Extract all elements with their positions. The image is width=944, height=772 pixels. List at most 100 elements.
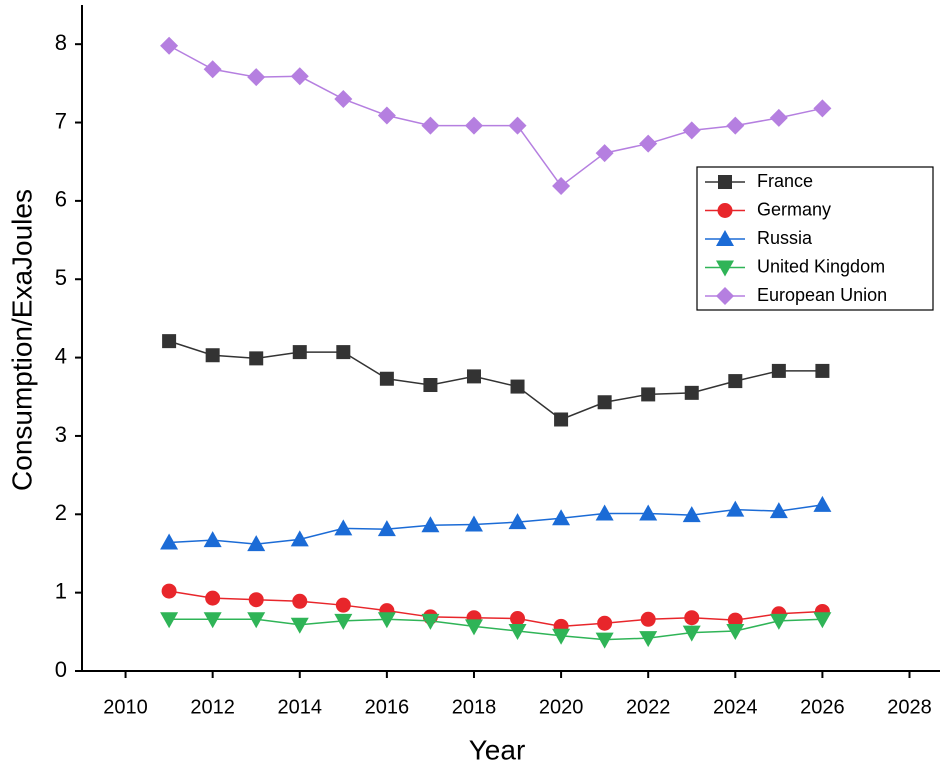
y-tick-label: 6: [55, 187, 67, 212]
data-point: [334, 613, 353, 630]
data-point: [421, 613, 440, 630]
data-point: [682, 625, 701, 642]
data-point: [421, 516, 440, 533]
data-point: [203, 612, 222, 629]
data-point: [813, 612, 832, 629]
data-point: [595, 504, 614, 521]
x-tick-label: 2016: [365, 696, 410, 718]
data-point: [771, 363, 786, 378]
data-point: [377, 106, 396, 125]
legend-marker: [716, 230, 734, 246]
data-point: [464, 116, 483, 135]
x-tick-label: 2010: [103, 696, 148, 718]
y-tick-label: 0: [55, 657, 67, 682]
data-point: [379, 371, 394, 386]
data-point: [554, 412, 569, 427]
legend-label: France: [757, 171, 813, 191]
data-point: [161, 583, 177, 599]
data-point: [769, 502, 788, 519]
x-tick-label: 2026: [800, 696, 845, 718]
data-point: [160, 533, 179, 550]
data-point: [552, 176, 571, 195]
y-tick-label: 2: [55, 500, 67, 525]
data-point: [641, 387, 656, 402]
legend-label: Germany: [757, 199, 831, 219]
data-point: [682, 506, 701, 523]
data-point: [510, 611, 526, 627]
data-point: [728, 374, 743, 389]
data-point: [726, 500, 745, 517]
x-tick-label: 2024: [713, 696, 758, 718]
data-point: [595, 632, 614, 649]
legend-label: United Kingdom: [757, 256, 885, 276]
y-tick-label: 3: [55, 422, 67, 447]
data-point: [508, 116, 527, 135]
data-point: [290, 67, 309, 86]
data-point: [421, 116, 440, 135]
data-point: [205, 348, 220, 363]
y-tick-label: 5: [55, 265, 67, 290]
data-point: [290, 530, 309, 547]
data-point: [336, 345, 351, 360]
legend-label: Russia: [757, 228, 813, 248]
data-point: [813, 99, 832, 118]
data-point: [464, 619, 483, 636]
data-point: [247, 68, 266, 87]
data-point: [160, 36, 179, 55]
data-point: [639, 134, 658, 153]
data-point: [162, 334, 177, 349]
series-line: [168, 340, 823, 421]
legend-marker: [718, 175, 732, 189]
data-point: [247, 535, 266, 552]
legend-marker: [716, 287, 734, 305]
data-point: [552, 628, 571, 645]
data-point: [508, 513, 527, 530]
data-point: [203, 531, 222, 548]
y-axis-title: Consumption/ExaJoules: [6, 189, 37, 491]
data-point: [727, 612, 743, 628]
data-point: [684, 610, 700, 626]
data-point: [769, 613, 788, 630]
data-point: [640, 611, 656, 627]
x-tick-label: 2012: [190, 696, 235, 718]
data-point: [726, 624, 745, 641]
y-tick-label: 7: [55, 108, 67, 133]
legend-marker: [717, 203, 733, 218]
x-axis-title: Year: [469, 734, 526, 765]
data-point: [292, 593, 308, 609]
data-point: [466, 369, 481, 384]
data-point: [377, 612, 396, 629]
x-tick-label: 2014: [278, 696, 323, 718]
data-point: [552, 509, 571, 526]
data-point: [813, 495, 832, 512]
data-point: [205, 590, 221, 606]
data-point: [160, 612, 179, 629]
y-tick-label: 1: [55, 578, 67, 603]
data-point: [769, 108, 788, 127]
series-line: [169, 504, 823, 545]
data-point: [597, 615, 613, 631]
data-point: [726, 116, 745, 135]
y-tick-label: 4: [55, 343, 67, 368]
data-point: [203, 60, 222, 79]
data-point: [639, 631, 658, 648]
data-point: [377, 520, 396, 537]
data-point: [595, 144, 614, 163]
data-point: [292, 345, 307, 360]
data-point: [597, 395, 612, 410]
x-tick-label: 2018: [452, 696, 497, 718]
data-point: [290, 617, 309, 634]
data-point: [334, 519, 353, 536]
data-point: [508, 624, 527, 641]
data-point: [682, 121, 701, 140]
legend-label: European Union: [757, 285, 887, 305]
legend-marker: [716, 260, 734, 277]
data-point: [815, 363, 830, 378]
data-point: [684, 385, 699, 400]
data-point: [248, 592, 264, 608]
data-point: [423, 378, 438, 393]
x-tick-label: 2020: [539, 696, 584, 718]
series-line: [168, 590, 823, 628]
data-point: [249, 351, 264, 366]
